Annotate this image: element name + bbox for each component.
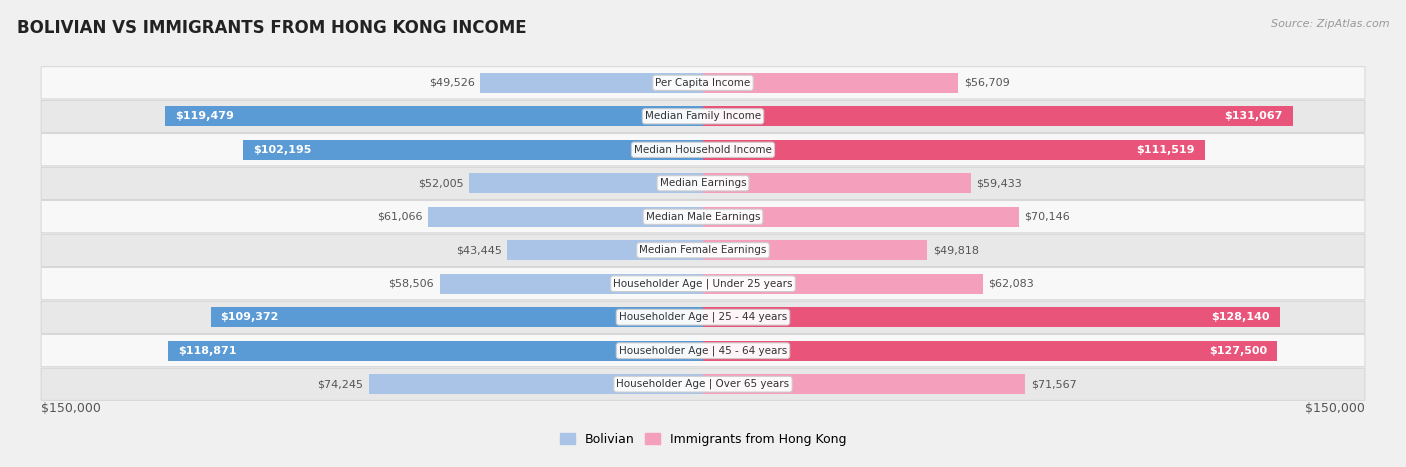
Bar: [468, 173, 703, 193]
Text: Householder Age | Under 25 years: Householder Age | Under 25 years: [613, 278, 793, 289]
Bar: [211, 307, 703, 327]
Text: $131,067: $131,067: [1225, 111, 1284, 121]
Bar: [703, 307, 1279, 327]
Text: $150,000: $150,000: [41, 402, 101, 415]
Text: $52,005: $52,005: [418, 178, 464, 188]
Text: Median Family Income: Median Family Income: [645, 111, 761, 121]
Text: $71,567: $71,567: [1031, 379, 1077, 389]
Text: BOLIVIAN VS IMMIGRANTS FROM HONG KONG INCOME: BOLIVIAN VS IMMIGRANTS FROM HONG KONG IN…: [17, 19, 526, 37]
Bar: [703, 274, 983, 294]
Bar: [703, 340, 1277, 361]
Bar: [703, 106, 1294, 127]
Text: Median Earnings: Median Earnings: [659, 178, 747, 188]
Text: Per Capita Income: Per Capita Income: [655, 78, 751, 88]
Text: $70,146: $70,146: [1024, 212, 1070, 222]
Bar: [508, 240, 703, 260]
FancyBboxPatch shape: [41, 167, 1365, 199]
Text: $128,140: $128,140: [1212, 312, 1270, 322]
Text: $59,433: $59,433: [976, 178, 1022, 188]
Legend: Bolivian, Immigrants from Hong Kong: Bolivian, Immigrants from Hong Kong: [555, 428, 851, 451]
FancyBboxPatch shape: [41, 335, 1365, 367]
Text: Median Female Earnings: Median Female Earnings: [640, 245, 766, 255]
Bar: [703, 140, 1205, 160]
Bar: [427, 207, 703, 227]
Text: $56,709: $56,709: [963, 78, 1010, 88]
FancyBboxPatch shape: [41, 268, 1365, 300]
Bar: [440, 274, 703, 294]
Text: $43,445: $43,445: [456, 245, 502, 255]
Text: $127,500: $127,500: [1209, 346, 1267, 356]
FancyBboxPatch shape: [41, 100, 1365, 132]
Text: $118,871: $118,871: [179, 346, 236, 356]
Text: Median Male Earnings: Median Male Earnings: [645, 212, 761, 222]
Text: $61,066: $61,066: [377, 212, 423, 222]
Bar: [703, 173, 970, 193]
Text: Median Household Income: Median Household Income: [634, 145, 772, 155]
Bar: [165, 106, 703, 127]
Text: $102,195: $102,195: [253, 145, 311, 155]
FancyBboxPatch shape: [41, 201, 1365, 233]
Text: Householder Age | Over 65 years: Householder Age | Over 65 years: [616, 379, 790, 389]
Text: Householder Age | 45 - 64 years: Householder Age | 45 - 64 years: [619, 346, 787, 356]
Bar: [243, 140, 703, 160]
Text: $150,000: $150,000: [1305, 402, 1365, 415]
Text: $119,479: $119,479: [176, 111, 233, 121]
Text: Source: ZipAtlas.com: Source: ZipAtlas.com: [1271, 19, 1389, 28]
Bar: [167, 340, 703, 361]
Text: $49,818: $49,818: [932, 245, 979, 255]
Text: $49,526: $49,526: [429, 78, 475, 88]
FancyBboxPatch shape: [41, 234, 1365, 266]
Bar: [703, 207, 1019, 227]
Text: Householder Age | 25 - 44 years: Householder Age | 25 - 44 years: [619, 312, 787, 322]
Bar: [368, 374, 703, 394]
Bar: [479, 73, 703, 93]
Bar: [703, 374, 1025, 394]
Text: $109,372: $109,372: [221, 312, 278, 322]
FancyBboxPatch shape: [41, 368, 1365, 400]
FancyBboxPatch shape: [41, 301, 1365, 333]
Text: $74,245: $74,245: [318, 379, 363, 389]
Text: $62,083: $62,083: [988, 279, 1033, 289]
Text: $58,506: $58,506: [388, 279, 434, 289]
Bar: [703, 73, 959, 93]
Text: $111,519: $111,519: [1136, 145, 1195, 155]
FancyBboxPatch shape: [41, 67, 1365, 99]
FancyBboxPatch shape: [41, 134, 1365, 166]
Bar: [703, 240, 928, 260]
